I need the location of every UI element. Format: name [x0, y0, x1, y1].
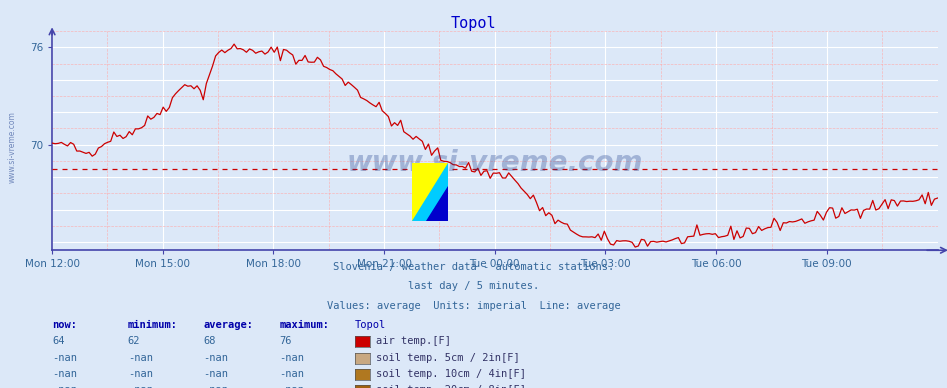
- Text: Slovenia / weather data - automatic stations.: Slovenia / weather data - automatic stat…: [333, 262, 614, 272]
- Text: www.si-vreme.com: www.si-vreme.com: [347, 149, 643, 177]
- Polygon shape: [412, 163, 448, 221]
- Text: 68: 68: [204, 336, 216, 346]
- Polygon shape: [412, 163, 448, 221]
- Text: -nan: -nan: [128, 385, 152, 388]
- Text: -nan: -nan: [52, 353, 77, 363]
- Text: -nan: -nan: [204, 369, 228, 379]
- Text: -nan: -nan: [204, 385, 228, 388]
- Text: -nan: -nan: [279, 353, 304, 363]
- Text: -nan: -nan: [128, 353, 152, 363]
- Text: -nan: -nan: [52, 369, 77, 379]
- Text: soil temp. 10cm / 4in[F]: soil temp. 10cm / 4in[F]: [376, 369, 526, 379]
- Text: 76: 76: [279, 336, 292, 346]
- Text: Values: average  Units: imperial  Line: average: Values: average Units: imperial Line: av…: [327, 301, 620, 311]
- Text: -nan: -nan: [204, 353, 228, 363]
- Text: last day / 5 minutes.: last day / 5 minutes.: [408, 281, 539, 291]
- Text: -nan: -nan: [128, 369, 152, 379]
- Text: www.si-vreme.com: www.si-vreme.com: [8, 111, 17, 184]
- Text: Topol: Topol: [451, 16, 496, 31]
- Text: 64: 64: [52, 336, 64, 346]
- Text: -nan: -nan: [279, 385, 304, 388]
- Polygon shape: [426, 186, 448, 221]
- Text: now:: now:: [52, 320, 77, 330]
- Text: maximum:: maximum:: [279, 320, 330, 330]
- Text: 62: 62: [128, 336, 140, 346]
- Text: Topol: Topol: [355, 320, 386, 330]
- Text: -nan: -nan: [279, 369, 304, 379]
- Text: soil temp. 5cm / 2in[F]: soil temp. 5cm / 2in[F]: [376, 353, 520, 363]
- Text: air temp.[F]: air temp.[F]: [376, 336, 451, 346]
- Text: soil temp. 20cm / 8in[F]: soil temp. 20cm / 8in[F]: [376, 385, 526, 388]
- Text: average:: average:: [204, 320, 254, 330]
- Text: minimum:: minimum:: [128, 320, 178, 330]
- Text: -nan: -nan: [52, 385, 77, 388]
